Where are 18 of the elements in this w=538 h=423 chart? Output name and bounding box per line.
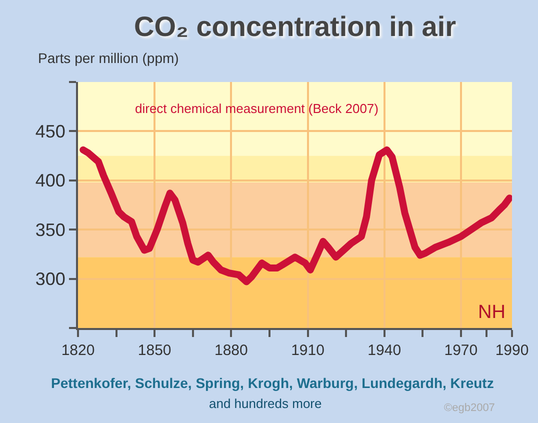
x-tick-label: 1910 bbox=[291, 342, 324, 359]
annotation: NH bbox=[478, 302, 506, 323]
text: ©egb2007 bbox=[444, 402, 495, 414]
x-tick-label: 1820 bbox=[61, 342, 95, 359]
x-tick-label: 1990 bbox=[495, 342, 529, 359]
x-tick-label: 1940 bbox=[368, 342, 402, 359]
y-tick-label: 350 bbox=[35, 220, 66, 240]
text: and hundreds more bbox=[209, 396, 322, 411]
x-tick-label: 1970 bbox=[444, 342, 478, 359]
chart-title: CO₂ concentration in air bbox=[134, 10, 456, 42]
y-tick-label: 300 bbox=[35, 269, 66, 290]
y-tick-label: 400 bbox=[35, 170, 66, 191]
y-axis-title: Parts per million (ppm) bbox=[38, 50, 179, 66]
y-tick-label: 450 bbox=[35, 122, 66, 142]
x-tick-label: 1880 bbox=[214, 342, 248, 359]
text: direct chemical measurement (Beck 2007) bbox=[135, 101, 378, 116]
x-tick-label: 1850 bbox=[138, 342, 172, 359]
text: Pettenkofer, Schulze, Spring, Krogh, Warburg, Lundegardh, Kreutz bbox=[51, 375, 494, 391]
